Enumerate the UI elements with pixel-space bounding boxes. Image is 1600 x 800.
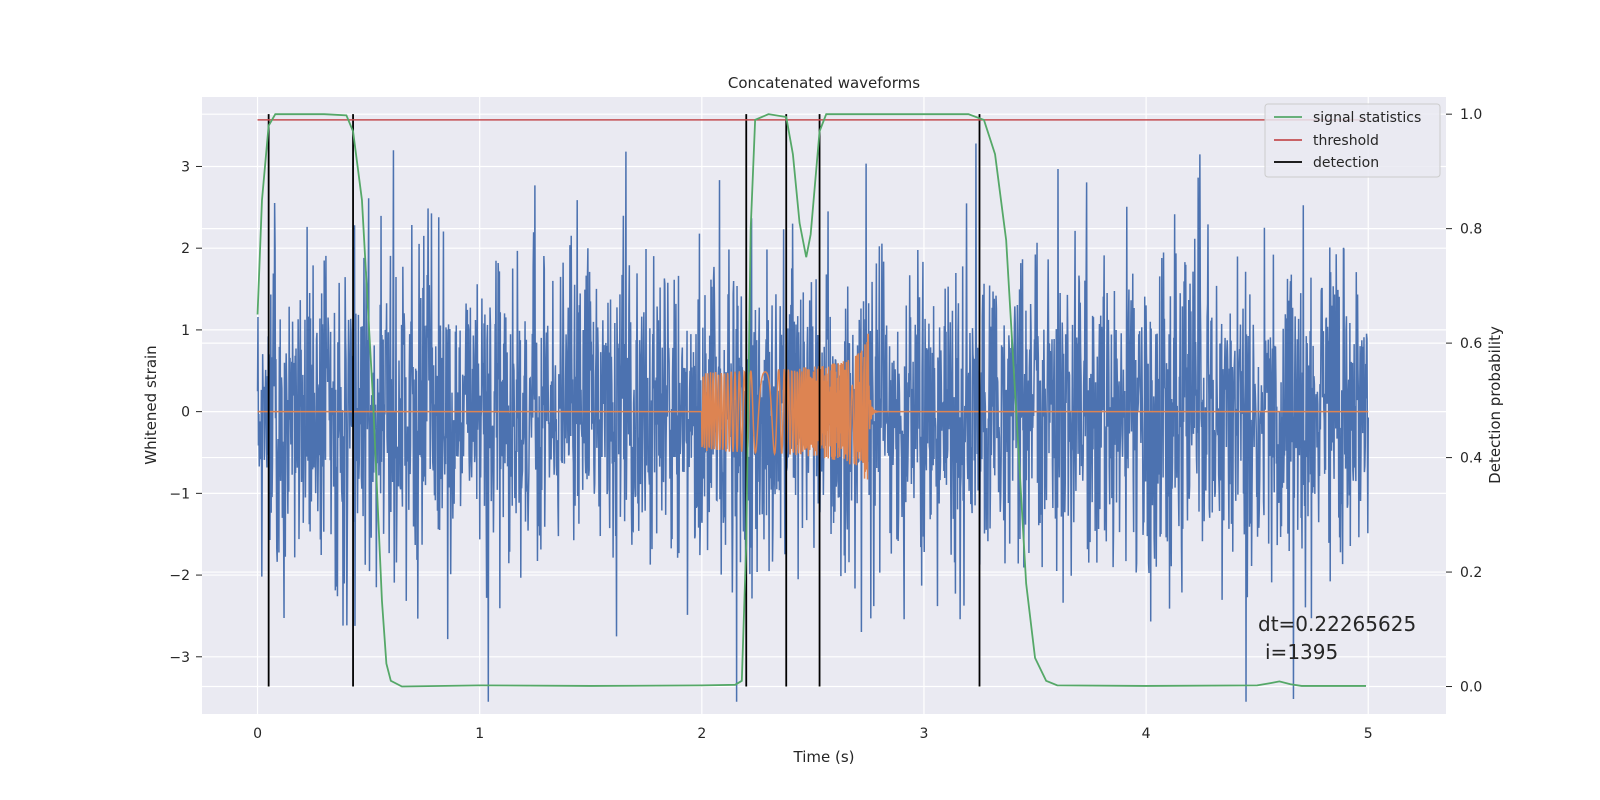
x-axis-ticks: 0 1 2 3 4 5: [253, 726, 1373, 742]
plot-area: [256, 113, 1369, 702]
whitened-strain-noise-line: [256, 143, 1369, 702]
x-tick-label: 4: [1142, 726, 1151, 742]
annotation-dt: dt=0.22265625: [1258, 612, 1416, 636]
left-y-axis-ticks: −3 −2 −1 0 1 2 3: [169, 159, 202, 666]
detection-lines: [267, 114, 981, 687]
legend-label-signal-statistics: signal statistics: [1313, 110, 1421, 126]
annotation: dt=0.22265625 i=1395: [1258, 612, 1416, 664]
left-y-tick-label: 0: [181, 405, 190, 421]
signal-statistics-line: [256, 113, 1367, 688]
x-axis-label: Time (s): [793, 748, 855, 766]
right-y-tick-label: 0.8: [1460, 222, 1482, 238]
left-y-tick-label: 1: [181, 323, 190, 339]
x-tick-label: 3: [920, 726, 929, 742]
right-y-tick-label: 0.2: [1460, 565, 1482, 581]
legend-label-threshold: threshold: [1313, 133, 1379, 149]
legend-label-detection: detection: [1313, 155, 1379, 171]
injected-chirp-line: [257, 333, 1369, 480]
right-y-tick-label: 0.0: [1460, 680, 1482, 696]
annotation-i: i=1395: [1265, 640, 1338, 664]
x-tick-label: 2: [697, 726, 706, 742]
x-tick-label: 1: [475, 726, 484, 742]
left-y-tick-label: 2: [181, 241, 190, 257]
legend-box: [1264, 103, 1441, 178]
left-y-tick-label: −2: [169, 568, 190, 584]
right-y-tick-label: 0.4: [1460, 451, 1482, 467]
left-y-tick-label: −3: [169, 650, 190, 666]
chart-title: Concatenated waveforms: [728, 74, 920, 92]
legend: signal statistics threshold detection: [1264, 103, 1441, 178]
left-y-axis-label: Whitened strain: [142, 345, 160, 464]
left-y-tick-label: −1: [169, 486, 190, 502]
right-y-axis-ticks: 0.0 0.2 0.4 0.6 0.8 1.0: [1446, 107, 1482, 696]
x-tick-label: 0: [253, 726, 262, 742]
x-tick-label: 5: [1364, 726, 1373, 742]
right-y-tick-label: 0.6: [1460, 336, 1482, 352]
right-y-tick-label: 1.0: [1460, 107, 1482, 123]
right-y-axis-label: Detection probability: [1486, 326, 1504, 484]
left-y-tick-label: 3: [181, 159, 190, 175]
